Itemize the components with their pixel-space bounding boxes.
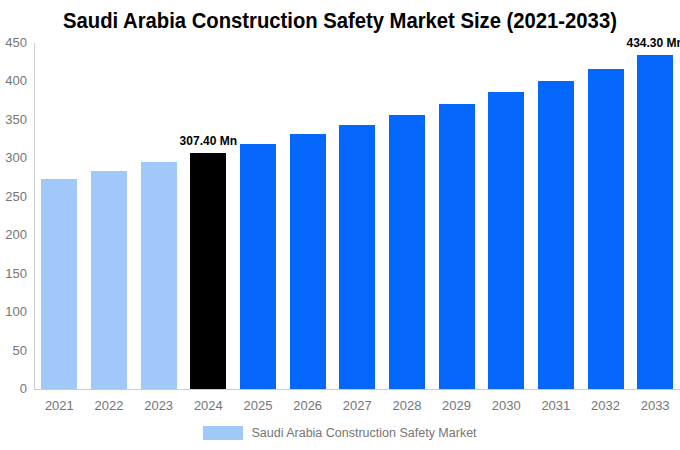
bar-2027 [339,125,375,389]
x-axis-label-2021: 2021 [35,399,85,413]
bar-2030 [488,92,524,389]
bar-2023 [141,162,177,389]
y-axis-tick-label: 150 [0,267,27,281]
x-axis-label-2033: 2033 [630,399,680,413]
bar-2022 [91,171,127,389]
chart-page: Saudi Arabia Construction Safety Market … [0,0,680,450]
bar-2021 [41,179,77,389]
x-axis-label-2030: 2030 [481,399,531,413]
x-axis-label-2031: 2031 [531,399,581,413]
bar-2028 [389,115,425,389]
x-axis-label-2024: 2024 [184,399,234,413]
bar-value-label: 434.30 Mn [595,36,680,50]
x-axis-label-2029: 2029 [432,399,482,413]
legend-label: Saudi Arabia Construction Safety Market [251,426,476,440]
bar-2024 [190,153,226,389]
y-axis-tick-label: 200 [0,228,27,242]
x-axis-label-2028: 2028 [382,399,432,413]
bar-2029 [439,104,475,389]
y-axis-tick-label: 100 [0,305,27,319]
x-axis-label-2025: 2025 [233,399,283,413]
y-axis-tick-label: 250 [0,190,27,204]
y-axis-line [34,43,35,389]
bar-2033 [637,55,673,389]
legend-swatch [203,426,243,440]
bar-2026 [290,134,326,389]
y-axis-tick-label: 400 [0,74,27,88]
chart-title: Saudi Arabia Construction Safety Market … [27,8,653,34]
x-axis-label-2022: 2022 [84,399,134,413]
x-axis-label-2032: 2032 [581,399,631,413]
y-axis-tick-label: 350 [0,113,27,127]
y-axis-tick-label: 450 [0,36,27,50]
y-axis-tick-label: 50 [0,344,27,358]
x-axis-line [34,389,680,390]
x-axis-label-2026: 2026 [283,399,333,413]
x-axis-label-2023: 2023 [134,399,184,413]
bar-2032 [588,69,624,389]
bar-value-label: 307.40 Mn [148,134,268,148]
legend: Saudi Arabia Construction Safety Market [0,426,680,440]
bar-2025 [240,144,276,389]
y-axis-tick-label: 0 [0,382,27,396]
x-axis-label-2027: 2027 [332,399,382,413]
bar-2031 [538,81,574,389]
y-axis-tick-label: 300 [0,151,27,165]
